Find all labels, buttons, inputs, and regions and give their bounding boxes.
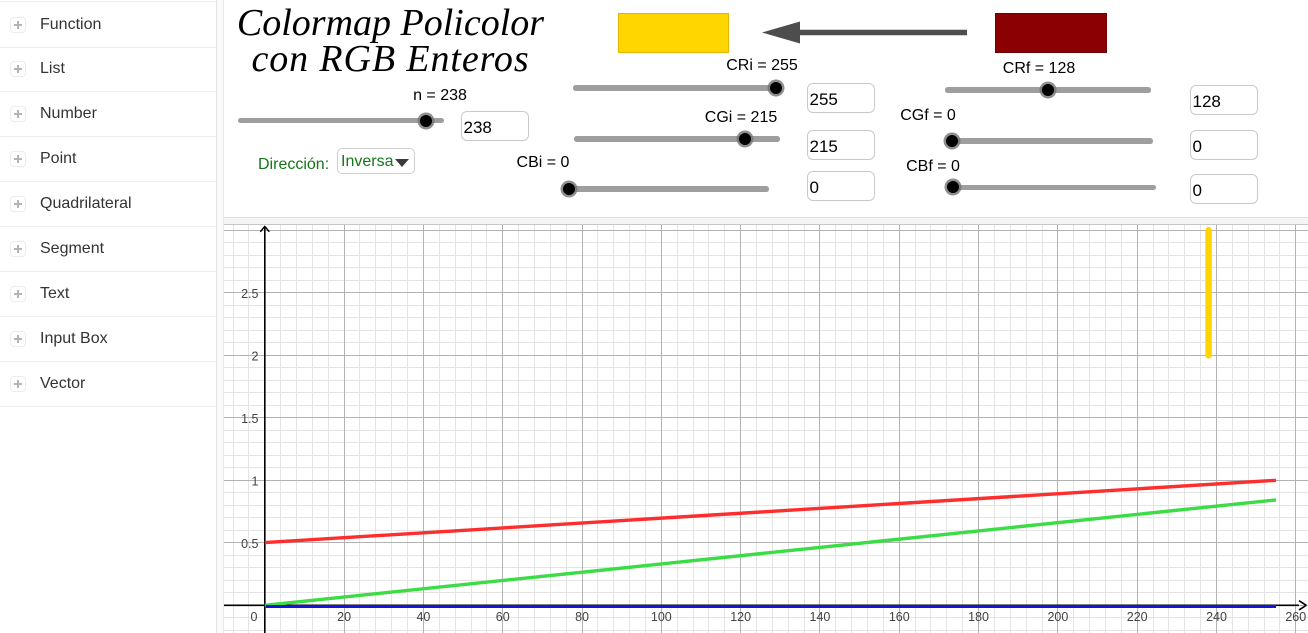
svg-text:200: 200 [1047,610,1068,624]
svg-text:260: 260 [1285,610,1306,624]
svg-text:20: 20 [337,610,351,624]
svg-text:0: 0 [251,610,258,624]
svg-text:120: 120 [730,610,751,624]
svg-text:0.5: 0.5 [241,537,258,551]
svg-text:140: 140 [810,610,831,624]
svg-text:1: 1 [252,475,259,489]
svg-text:40: 40 [416,610,430,624]
svg-text:240: 240 [1206,610,1227,624]
svg-text:2.5: 2.5 [241,287,258,301]
svg-text:60: 60 [496,610,510,624]
svg-text:100: 100 [651,610,672,624]
svg-text:180: 180 [968,610,989,624]
svg-text:160: 160 [889,610,910,624]
svg-text:2: 2 [252,350,259,364]
svg-text:80: 80 [575,610,589,624]
svg-text:220: 220 [1127,610,1148,624]
svg-text:1.5: 1.5 [241,412,258,426]
